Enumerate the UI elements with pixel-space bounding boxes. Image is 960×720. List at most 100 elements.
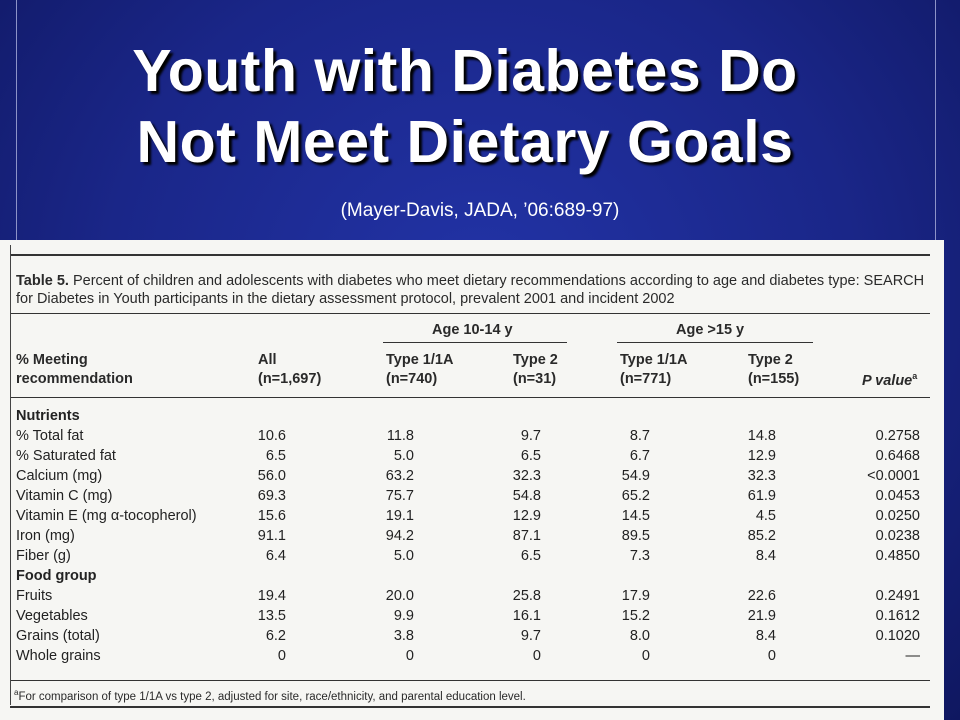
slide-citation: (Mayer-Davis, JADA, ’06:689-97) — [340, 200, 620, 221]
header-p-value-label: P value — [862, 372, 913, 389]
cell-c: 8.0 — [629, 628, 650, 644]
cell-all: 15.6 — [257, 508, 286, 524]
cell-p: <0.0001 — [867, 468, 920, 484]
cell-all: 0 — [277, 648, 286, 664]
cell-b: 87.1 — [512, 528, 541, 544]
table-top-rule — [10, 254, 930, 256]
cell-b: 32.3 — [512, 468, 541, 484]
cell-all: 10.6 — [257, 428, 286, 444]
table-caption-rule — [10, 313, 930, 314]
cell-b: 25.8 — [512, 588, 541, 604]
cell-c: 89.5 — [621, 528, 650, 544]
cell-d: 12.9 — [747, 448, 776, 464]
cell-p: 0.0238 — [875, 528, 920, 544]
cell-c: 8.7 — [629, 428, 650, 444]
cell-d: 8.4 — [755, 548, 776, 564]
cell-a: 75.7 — [385, 488, 414, 504]
header-all-1: All — [258, 352, 277, 368]
row-label: Fiber (g) — [16, 548, 71, 564]
table-bottom-rule — [10, 680, 930, 681]
table-image: Table 5. Percent of children and adolesc… — [0, 240, 944, 720]
cell-b: 0 — [532, 648, 541, 664]
cell-a: 20.0 — [385, 588, 414, 604]
slide-title-line-1: Youth with Diabetes Do — [132, 38, 798, 104]
row-label: Whole grains — [16, 648, 101, 664]
cell-b: 9.7 — [520, 428, 541, 444]
group-header-age-15: Age >15 y — [676, 322, 745, 338]
cell-b: 9.7 — [520, 628, 541, 644]
header-p-value: P valuea — [862, 371, 917, 389]
cell-a: 5.0 — [393, 548, 414, 564]
row-label: Vitamin E (mg α-tocopherol) — [16, 508, 197, 524]
cell-d: 32.3 — [747, 468, 776, 484]
table-caption-label: Table 5. — [16, 273, 69, 289]
cell-all: 69.3 — [257, 488, 286, 504]
row-label: % Total fat — [16, 428, 84, 444]
cell-d: 4.5 — [755, 508, 776, 524]
cell-d: 0 — [767, 648, 776, 664]
table-header-rule — [10, 397, 930, 398]
row-label: Vitamin C (mg) — [16, 488, 113, 504]
cell-p: — — [905, 648, 921, 664]
cell-all: 6.4 — [265, 548, 286, 564]
footnote-text: For comparison of type 1/1A vs type 2, a… — [18, 690, 526, 703]
section-nutrients: Nutrients — [16, 408, 80, 424]
cell-b: 16.1 — [512, 608, 541, 624]
header-all-2: (n=1,697) — [258, 371, 322, 387]
cell-c: 7.3 — [629, 548, 650, 564]
header-t2-1014-1: Type 2 — [513, 352, 558, 368]
cell-all: 56.0 — [257, 468, 286, 484]
cell-c: 0 — [641, 648, 650, 664]
cell-all: 91.1 — [257, 528, 286, 544]
row-label: Fruits — [16, 588, 53, 604]
slide-title-line-2: Not Meet Dietary Goals — [136, 109, 794, 175]
cell-p: 0.2758 — [875, 428, 920, 444]
cell-b: 54.8 — [512, 488, 541, 504]
cell-p: 0.4850 — [875, 548, 920, 564]
cell-d: 61.9 — [747, 488, 776, 504]
row-label: Vegetables — [16, 608, 88, 624]
cell-a: 94.2 — [385, 528, 414, 544]
cell-a: 11.8 — [386, 428, 414, 444]
group-header-age-10-14: Age 10-14 y — [432, 322, 513, 338]
cell-p: 0.6468 — [875, 448, 920, 464]
cell-a: 5.0 — [393, 448, 414, 464]
row-label: % Saturated fat — [16, 448, 116, 464]
header-t2-1014-2: (n=31) — [513, 371, 557, 387]
cell-p: 0.1020 — [875, 628, 920, 644]
cell-p: 0.2491 — [875, 588, 920, 604]
cell-d: 8.4 — [755, 628, 776, 644]
cell-all: 6.2 — [265, 628, 286, 644]
table-caption-text: Percent of children and adolescents with… — [16, 273, 925, 307]
cell-all: 19.4 — [257, 588, 286, 604]
cell-b: 6.5 — [520, 448, 541, 464]
header-row-label-1: % Meeting — [16, 352, 88, 368]
cell-p: 0.0250 — [875, 508, 920, 524]
table-caption: Table 5. Percent of children and adolesc… — [16, 272, 931, 308]
cell-d: 85.2 — [747, 528, 776, 544]
cell-b: 12.9 — [512, 508, 541, 524]
group-underline-15 — [617, 342, 813, 343]
cell-c: 65.2 — [621, 488, 650, 504]
cell-c: 6.7 — [629, 448, 650, 464]
cell-all: 13.5 — [257, 608, 286, 624]
cell-p: 0.1612 — [875, 608, 920, 624]
header-t1a-1014-2: (n=740) — [386, 371, 438, 387]
cell-a: 9.9 — [393, 608, 414, 624]
table-footnote: aFor comparison of type 1/1A vs type 2, … — [14, 688, 526, 703]
cell-a: 63.2 — [385, 468, 414, 484]
cell-c: 15.2 — [621, 608, 650, 624]
cell-d: 21.9 — [747, 608, 776, 624]
cell-a: 0 — [405, 648, 414, 664]
cell-a: 19.1 — [385, 508, 414, 524]
row-label: Grains (total) — [16, 628, 100, 644]
cell-c: 54.9 — [621, 468, 650, 484]
header-t1a-1014-1: Type 1/1A — [386, 352, 454, 368]
table-left-edge — [10, 245, 11, 705]
header-row-label-2: recommendation — [16, 371, 133, 387]
group-underline-10-14 — [383, 342, 567, 343]
footnote-sup: a — [14, 688, 19, 697]
cell-a: 3.8 — [393, 628, 414, 644]
cell-b: 6.5 — [520, 548, 541, 564]
cell-p: 0.0453 — [875, 488, 920, 504]
